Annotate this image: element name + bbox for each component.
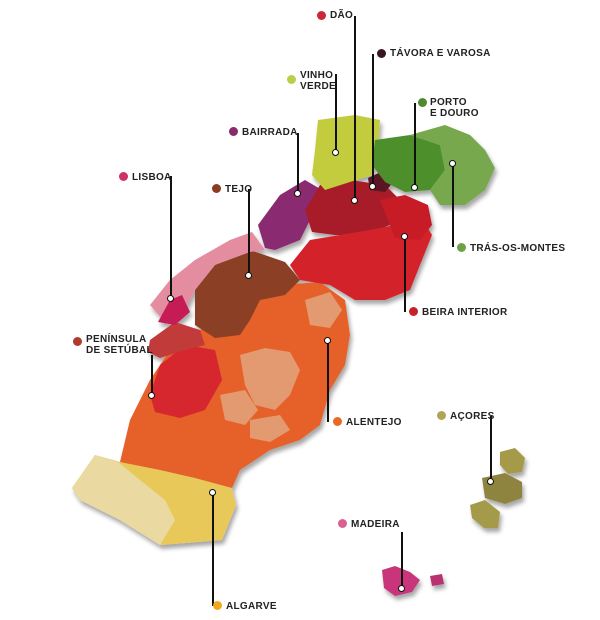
leader-line-porto-douro xyxy=(414,103,416,187)
region-dao[interactable] xyxy=(305,180,400,235)
leader-line-lisboa xyxy=(170,176,172,298)
leader-line-algarve xyxy=(212,492,214,606)
leader-line-beira-interior xyxy=(404,236,406,312)
label-tras-os-montes[interactable]: TRÁS-OS-MONTES xyxy=(470,243,566,254)
label-porto-douro-line1: PORTO xyxy=(430,97,467,108)
region-algarve-west[interactable] xyxy=(72,455,175,545)
label-setubal-line2: DE SETÚBAL xyxy=(86,345,153,356)
leader-end-madeira xyxy=(398,585,405,592)
label-tejo[interactable]: TEJO xyxy=(225,184,253,195)
label-algarve[interactable]: ALGARVE xyxy=(226,601,277,612)
leader-line-tavora xyxy=(372,54,374,186)
alentejo-subregion xyxy=(250,415,290,442)
label-porto-douro-line2: E DOURO xyxy=(430,108,479,119)
leader-end-lisboa xyxy=(167,295,174,302)
island-acores-1[interactable] xyxy=(500,448,525,474)
dot-peninsula-setubal xyxy=(73,337,82,346)
dot-tejo xyxy=(212,184,221,193)
region-vinho-verde[interactable] xyxy=(312,115,380,190)
region-tejo[interactable] xyxy=(195,250,300,338)
leader-end-beira-interior xyxy=(401,233,408,240)
dot-dao xyxy=(317,11,326,20)
alentejo-subregion xyxy=(305,292,342,328)
leader-end-dao xyxy=(351,197,358,204)
leader-line-bairrada xyxy=(297,133,299,193)
leader-end-vinho-verde xyxy=(332,149,339,156)
region-lisboa-core[interactable] xyxy=(158,295,190,325)
region-setubal-tip[interactable] xyxy=(148,322,205,358)
label-beira-interior[interactable]: BEIRA INTERIOR xyxy=(422,307,508,318)
leader-end-acores xyxy=(487,478,494,485)
label-vinho-verde-line1: VINHO xyxy=(300,70,334,81)
label-setubal-line1: PENÍNSULA xyxy=(86,334,147,345)
beira-interior-east[interactable] xyxy=(380,195,432,240)
dot-bairrada xyxy=(229,127,238,136)
leader-line-tejo xyxy=(248,189,250,275)
leader-end-tejo xyxy=(245,272,252,279)
label-peninsula-setubal[interactable]: PENÍNSULA DE SETÚBAL xyxy=(86,334,153,356)
label-madeira[interactable]: MADEIRA xyxy=(351,519,400,530)
leader-end-tras-os-montes xyxy=(449,160,456,167)
dot-algarve xyxy=(213,601,222,610)
label-alentejo[interactable]: ALENTEJO xyxy=(346,417,402,428)
region-bairrada[interactable] xyxy=(258,180,322,250)
dot-porto-douro xyxy=(418,98,427,107)
leader-line-dao xyxy=(354,16,356,200)
dot-vinho-verde xyxy=(287,75,296,84)
leader-line-peninsula-setubal xyxy=(151,355,153,395)
label-vinho-verde-line2: VERDE xyxy=(300,81,336,92)
leader-line-madeira xyxy=(401,532,403,588)
dot-tras-os-montes xyxy=(457,243,466,252)
leader-end-algarve xyxy=(209,489,216,496)
alentejo-subregion xyxy=(220,390,258,425)
leader-line-alentejo xyxy=(327,340,329,422)
dot-acores xyxy=(437,411,446,420)
region-porto-douro[interactable] xyxy=(372,135,445,192)
dot-beira-interior xyxy=(409,307,418,316)
island-acores-3[interactable] xyxy=(470,500,500,528)
leader-line-acores xyxy=(490,416,492,482)
leader-end-porto-douro xyxy=(411,184,418,191)
leader-line-vinho-verde xyxy=(335,74,337,152)
leader-end-bairrada xyxy=(294,190,301,197)
region-peninsula-setubal[interactable] xyxy=(150,345,222,418)
label-bairrada[interactable]: BAIRRADA xyxy=(242,127,298,138)
label-vinho-verde[interactable]: VINHO VERDE xyxy=(300,70,336,92)
label-lisboa[interactable]: LISBOA xyxy=(132,172,172,183)
dot-alentejo xyxy=(333,417,342,426)
dot-lisboa xyxy=(119,172,128,181)
label-acores[interactable]: AÇORES xyxy=(450,411,495,422)
leader-line-tras-os-montes xyxy=(452,163,454,247)
label-porto-douro[interactable]: PORTO E DOURO xyxy=(430,97,479,119)
leader-end-alentejo xyxy=(324,337,331,344)
label-tavora[interactable]: TÁVORA E VAROSA xyxy=(390,48,491,59)
region-alentejo[interactable] xyxy=(120,282,350,488)
alentejo-subregion xyxy=(240,348,300,410)
leader-end-tavora xyxy=(369,183,376,190)
label-dao[interactable]: DÃO xyxy=(330,10,354,21)
island-porto-santo[interactable] xyxy=(430,574,444,586)
dot-madeira xyxy=(338,519,347,528)
leader-end-peninsula-setubal xyxy=(148,392,155,399)
dot-tavora xyxy=(377,49,386,58)
